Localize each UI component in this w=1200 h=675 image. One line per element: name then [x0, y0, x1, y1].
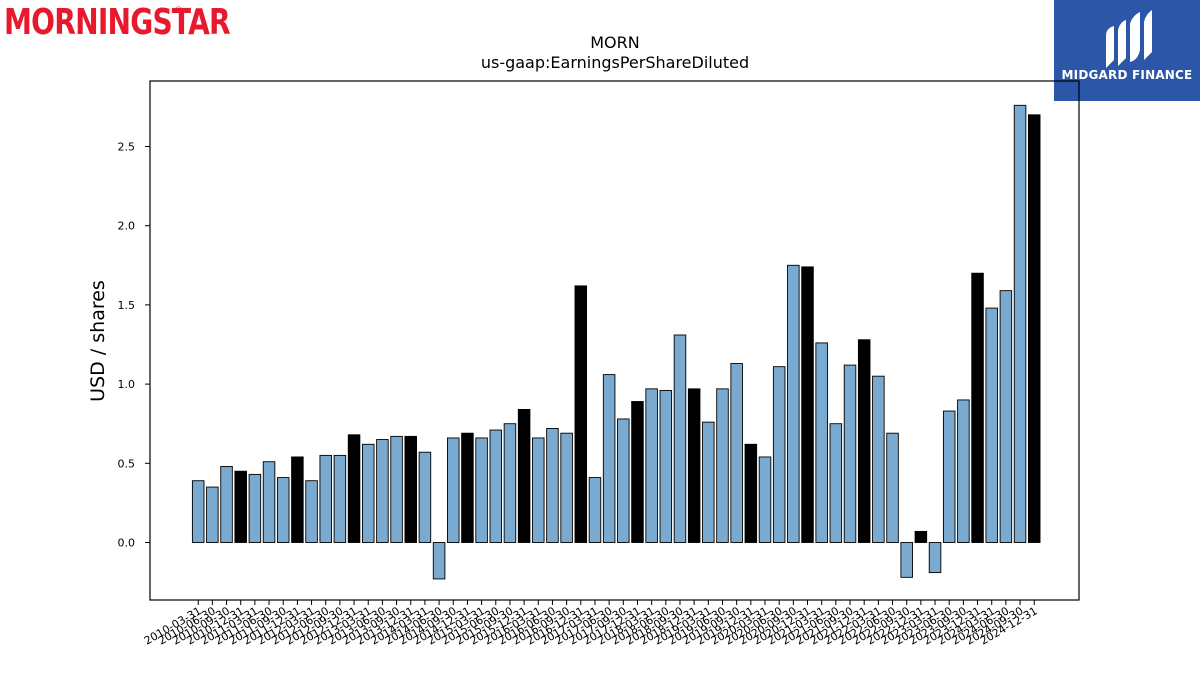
bar-2020-09-30 [787, 264, 800, 543]
bar-2021-06-30 [829, 423, 843, 543]
bar-2021-12-31 [857, 339, 871, 543]
bar-2014-03-31 [418, 451, 432, 543]
bar-2013-09-30 [390, 435, 403, 543]
bar-2010-12-31 [234, 470, 247, 543]
bar-2015-03-31 [475, 437, 488, 543]
bar-2022-09-30 [900, 542, 913, 578]
bar-2012-12-31 [347, 434, 361, 543]
y-tick-label: 1.5 [118, 299, 136, 312]
bar-2019-06-30 [716, 388, 729, 543]
bar-2021-03-31 [815, 342, 828, 543]
bar-2019-03-31 [702, 421, 715, 543]
y-axis-label: USD / shares [87, 280, 109, 402]
bar-2010-09-30 [220, 466, 233, 543]
bar-2015-12-31 [517, 408, 531, 543]
bar-2016-09-30 [560, 432, 573, 543]
bar-2016-06-30 [546, 428, 559, 543]
morningstar-wordmark: MORNINGSTAR [4, 2, 231, 43]
registered-mark: ® [174, 6, 183, 16]
bar-2012-06-30 [319, 454, 332, 543]
plot-area [149, 80, 1080, 601]
bar-2011-09-30 [276, 477, 290, 543]
bar-2017-09-30 [617, 418, 630, 543]
morningstar-logo: MORNINGSTAR ® [4, 2, 294, 44]
y-tick-label: 0.0 [118, 537, 136, 550]
midgard-monogram-icon [1106, 10, 1152, 68]
bar-2022-06-30 [886, 432, 899, 543]
bar-2014-09-30 [447, 437, 460, 543]
midgard-finance-logo: MIDGARD FINANCE [1054, 0, 1200, 101]
y-axis: 0.0 0.5 1.0 1.5 2.0 2.5 [118, 141, 150, 550]
bar-2012-03-31 [305, 480, 318, 543]
bar-2014-06-30 [432, 542, 446, 580]
midgard-logo-background [1054, 0, 1200, 101]
bar-2024-09-30 [1013, 104, 1027, 543]
bar-2018-12-31 [687, 388, 701, 543]
bar-2018-03-31 [645, 388, 658, 543]
bar-2020-06-30 [772, 366, 786, 543]
bar-2013-12-31 [404, 435, 418, 543]
bar-2020-03-31 [758, 456, 772, 543]
bar-2024-12-31 [1027, 114, 1041, 543]
bar-2018-06-30 [659, 389, 673, 543]
bar-2016-12-31 [574, 285, 588, 543]
bar-2017-03-31 [588, 477, 602, 543]
y-tick-label: 2.0 [118, 220, 136, 233]
bar-2010-03-31 [191, 480, 205, 543]
bar-2024-03-31 [985, 307, 998, 543]
bar-2016-03-31 [532, 437, 545, 543]
y-tick-label: 1.0 [118, 378, 136, 391]
bar-2019-12-31 [744, 443, 758, 543]
bar-2023-09-30 [957, 399, 970, 543]
bar-2017-12-31 [631, 401, 644, 543]
chart-title: MORN [590, 33, 639, 52]
midgard-logo-graphic [1054, 0, 1200, 101]
bar-2013-06-30 [376, 439, 389, 543]
bar-2023-12-31 [971, 272, 984, 543]
bar-2018-09-30 [673, 334, 687, 543]
y-tick-label: 2.5 [118, 141, 136, 154]
y-tick-label: 0.5 [118, 457, 136, 470]
x-axis: 2010-03-312010-06-302010-09-302010-12-31… [142, 600, 1040, 648]
chart-subtitle: us-gaap:EarningsPerShareDiluted [481, 53, 749, 72]
bar-2015-06-30 [489, 429, 503, 543]
bar-2022-12-31 [914, 530, 928, 543]
bar-2011-06-30 [262, 461, 276, 543]
bar-2024-06-30 [999, 290, 1013, 543]
bar-2011-03-31 [248, 473, 262, 543]
bar-2023-06-30 [942, 410, 956, 543]
bar-2013-03-31 [361, 443, 375, 543]
bars-group [191, 104, 1041, 580]
bar-2020-12-31 [801, 266, 814, 543]
bar-2022-03-31 [872, 375, 885, 543]
bar-2019-09-30 [730, 363, 743, 543]
bar-2014-12-31 [461, 432, 474, 543]
bar-2017-06-30 [602, 374, 616, 543]
midgard-finance-name: MIDGARD FINANCE [1061, 68, 1193, 82]
bar-2015-09-30 [503, 423, 517, 543]
bar-2010-06-30 [206, 486, 219, 543]
bar-2011-12-31 [291, 456, 304, 543]
bar-2023-03-31 [928, 542, 942, 574]
bar-2021-09-30 [843, 364, 857, 543]
bar-2012-09-30 [333, 454, 347, 543]
